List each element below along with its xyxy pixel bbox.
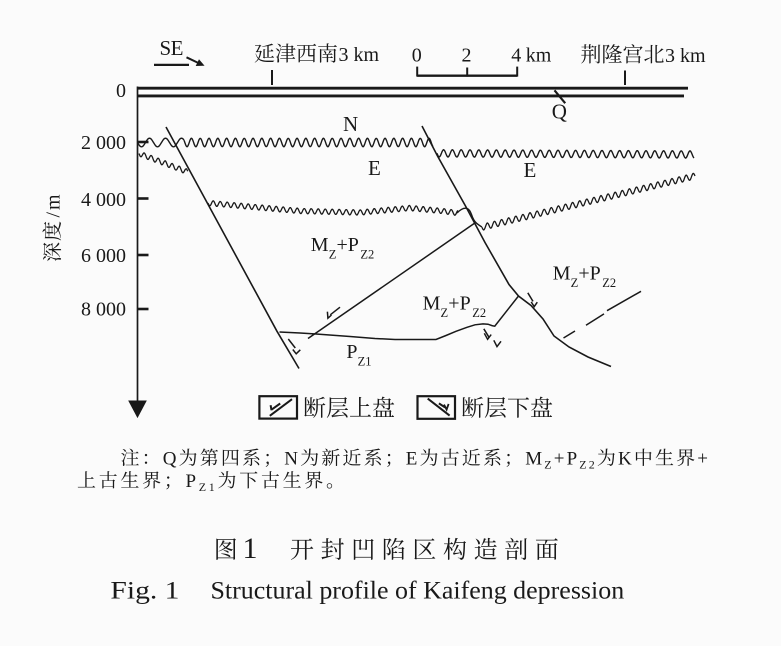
svg-text:P: P [346, 341, 357, 363]
svg-text:Z2: Z2 [360, 248, 374, 262]
svg-text:Z2: Z2 [602, 276, 616, 290]
svg-text:SE: SE [160, 36, 184, 60]
svg-text:4: 4 [511, 44, 521, 66]
svg-text:K: K [618, 449, 632, 470]
svg-text:1: 1 [209, 480, 215, 494]
svg-text:E: E [368, 156, 381, 180]
svg-text:N: N [343, 112, 358, 136]
svg-text:Structural profile of Kaifeng: Structural profile of Kaifeng depression [211, 577, 625, 604]
svg-text:/m: /m [43, 192, 65, 217]
svg-text:Z2: Z2 [472, 306, 486, 320]
svg-text:4 000: 4 000 [81, 189, 126, 211]
svg-text:M: M [553, 262, 571, 284]
svg-text:2 000: 2 000 [81, 132, 126, 154]
svg-text:0: 0 [412, 44, 422, 66]
svg-text:M: M [423, 293, 441, 315]
svg-text:M: M [311, 234, 329, 256]
svg-text:Z: Z [199, 480, 206, 494]
svg-text:+: + [697, 449, 708, 470]
svg-text:Q: Q [163, 449, 177, 470]
svg-text:8 000: 8 000 [81, 299, 126, 321]
svg-text:Q: Q [552, 99, 567, 123]
svg-text:N: N [284, 449, 298, 470]
svg-text:E: E [406, 449, 418, 470]
svg-text:Z: Z [329, 248, 337, 262]
svg-text:Z: Z [571, 276, 579, 290]
svg-text:Z1: Z1 [358, 354, 372, 368]
svg-text:3 km: 3 km [339, 44, 380, 66]
svg-text:+P: +P [578, 262, 600, 284]
svg-text:+P: +P [337, 234, 359, 256]
svg-text:E: E [524, 158, 537, 182]
svg-text:Z: Z [579, 458, 586, 472]
svg-text:Z: Z [544, 458, 551, 472]
svg-text:0: 0 [116, 80, 126, 102]
svg-text:P: P [567, 449, 578, 470]
svg-text:Fig. 1: Fig. 1 [110, 577, 179, 604]
svg-text:+P: +P [448, 293, 470, 315]
svg-text:2: 2 [589, 458, 595, 472]
svg-text:Z: Z [441, 306, 449, 320]
svg-text:1: 1 [243, 532, 258, 565]
svg-text:2: 2 [462, 44, 472, 66]
svg-text:M: M [525, 449, 542, 470]
svg-text:km: km [526, 44, 552, 66]
svg-text:6 000: 6 000 [81, 245, 126, 267]
svg-text:P: P [186, 471, 197, 492]
svg-text:+: + [554, 449, 565, 470]
svg-text:3 km: 3 km [665, 45, 706, 67]
